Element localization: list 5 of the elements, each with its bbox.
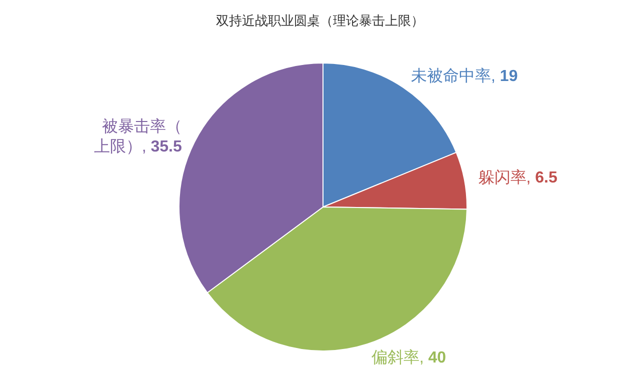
- slice-label: 偏斜率, 40: [371, 348, 446, 366]
- slice-label: 躲闪率, 6.5: [478, 168, 558, 186]
- slice-label: 被暴击率（上限）, 35.5: [94, 116, 182, 155]
- slice-label: 未被命中率, 19: [411, 66, 518, 84]
- chart-title: 双持近战职业圆桌（理论暴击上限）: [215, 12, 425, 30]
